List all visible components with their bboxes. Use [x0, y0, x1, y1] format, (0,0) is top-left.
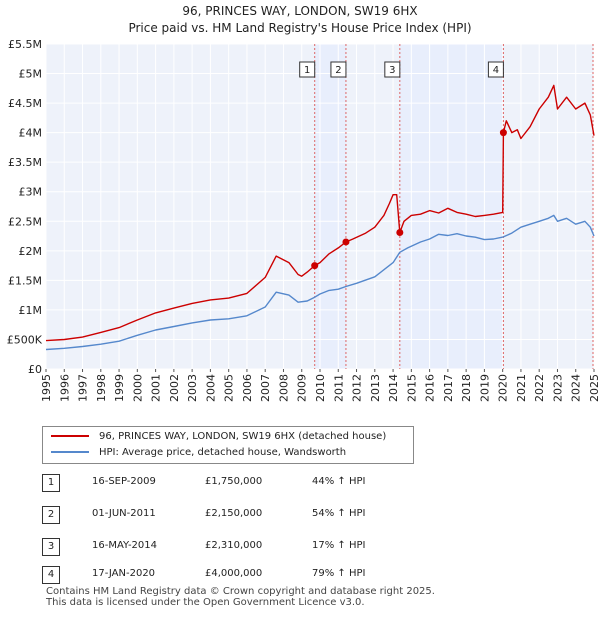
x-tick-label: 2004 [204, 374, 217, 402]
x-tick-label: 1997 [77, 374, 90, 402]
transaction-hpi: 54% ↑ HPI [312, 508, 366, 519]
x-tick-label: 2011 [332, 374, 345, 402]
transaction-hpi: 79% ↑ HPI [312, 568, 366, 579]
transaction-price: £2,150,000 [205, 508, 263, 519]
legend-line-hpi [51, 451, 89, 453]
x-tick-label: 2017 [442, 374, 455, 402]
x-tick-label: 2007 [259, 374, 272, 402]
y-tick-label: £5.5M [8, 38, 42, 51]
y-tick-label: £2M [19, 245, 43, 258]
y-tick-label: £3M [19, 186, 43, 199]
x-tick-label: 1995 [40, 374, 53, 402]
x-tick-label: 2020 [497, 374, 510, 402]
sale-marker [396, 229, 404, 236]
y-tick-label: £2.5M [8, 215, 42, 228]
x-tick-label: 2023 [551, 374, 564, 402]
footer-licence: This data is licensed under the Open Gov… [46, 597, 365, 608]
y-tick-label: £1M [19, 304, 43, 317]
transaction-number: 3 [42, 538, 60, 556]
legend-item-property: 96, PRINCES WAY, LONDON, SW19 6HX (detac… [51, 429, 386, 445]
x-tick-label: 2001 [150, 374, 163, 402]
legend-label-property: 96, PRINCES WAY, LONDON, SW19 6HX (detac… [99, 431, 387, 442]
series-line-property [45, 84, 595, 342]
legend-label-hpi: HPI: Average price, detached house, Wand… [99, 447, 347, 458]
x-tick-label: 2019 [478, 374, 491, 402]
x-tick-label: 2014 [387, 374, 400, 402]
transaction-number: 4 [42, 566, 60, 584]
legend-item-hpi: HPI: Average price, detached house, Wand… [51, 445, 346, 461]
y-tick-label: £1.5M [8, 274, 42, 287]
x-tick-label: 2009 [296, 374, 309, 402]
transaction-label: 2 [335, 65, 341, 76]
sale-marker [311, 262, 319, 270]
footer: Contains HM Land Registry data © Crown c… [46, 586, 435, 608]
transaction-date: 16-MAY-2014 [92, 540, 158, 551]
legend: 96, PRINCES WAY, LONDON, SW19 6HX (detac… [42, 426, 414, 464]
transaction-label: 4 [493, 65, 499, 76]
transaction-number: 2 [42, 506, 60, 524]
x-tick-label: 1996 [58, 374, 71, 402]
series-line-hpi [45, 214, 595, 351]
x-tick-label: 2002 [168, 374, 181, 402]
x-tick-label: 2024 [570, 374, 583, 402]
x-tick-label: 2025 [588, 374, 600, 402]
x-tick-label: 2006 [241, 374, 254, 402]
x-tick-label: 2008 [277, 374, 290, 402]
transaction-hpi: 44% ↑ HPI [312, 476, 366, 487]
chart-title-line2: Price paid vs. HM Land Registry's House … [128, 21, 472, 35]
x-tick-label: 1998 [95, 374, 108, 402]
transaction-band [314, 44, 346, 369]
x-tick-label: 2022 [533, 374, 546, 402]
y-tick-label: £4.5M [8, 97, 42, 110]
transaction-number: 1 [42, 474, 60, 492]
y-tick-label: £5M [19, 68, 43, 81]
transaction-price: £4,000,000 [205, 568, 263, 579]
x-tick-label: 2015 [405, 374, 418, 402]
chart-title-line1: 96, PRINCES WAY, LONDON, SW19 6HX [182, 4, 418, 18]
transaction-date: 01-JUN-2011 [92, 508, 156, 519]
transaction-label-box [487, 61, 504, 78]
y-tick-label: £4M [19, 127, 43, 140]
transaction-price: £1,750,000 [205, 476, 263, 487]
transaction-label: 1 [304, 65, 310, 76]
transaction-band [399, 44, 504, 369]
transaction-label-box [384, 61, 401, 78]
x-tick-label: 2003 [186, 374, 199, 402]
legend-line-property [51, 435, 89, 437]
chart-title: 96, PRINCES WAY, LONDON, SW19 6HX Price … [0, 3, 600, 37]
sale-marker [342, 238, 350, 246]
transaction-label: 3 [389, 65, 395, 76]
transaction-date: 17-JAN-2020 [92, 568, 156, 579]
x-tick-label: 2005 [223, 374, 236, 402]
x-tick-label: 2021 [515, 374, 528, 402]
x-tick-label: 2012 [351, 374, 364, 402]
transaction-label-box [330, 61, 347, 78]
transaction-price: £2,310,000 [205, 540, 263, 551]
y-tick-label: £500K [7, 333, 43, 346]
x-tick-label: 2018 [460, 374, 473, 402]
x-tick-label: 1999 [113, 374, 126, 402]
transaction-label-box [299, 61, 316, 78]
y-tick-label: £0 [28, 363, 42, 376]
x-tick-label: 2013 [369, 374, 382, 402]
y-tick-label: £3.5M [8, 156, 42, 169]
transaction-date: 16-SEP-2009 [92, 476, 156, 487]
sale-marker [499, 129, 507, 137]
footer-copyright: Contains HM Land Registry data © Crown c… [46, 586, 435, 597]
x-tick-label: 2016 [424, 374, 437, 402]
x-tick-label: 2000 [131, 374, 144, 402]
price-chart: 1 2 3 4 £0 £500K £1M £1.5M £2M £2.5M £3M £3.5M £4M £… [7, 38, 600, 402]
transaction-hpi: 17% ↑ HPI [312, 540, 366, 551]
x-tick-label: 2010 [314, 374, 327, 402]
